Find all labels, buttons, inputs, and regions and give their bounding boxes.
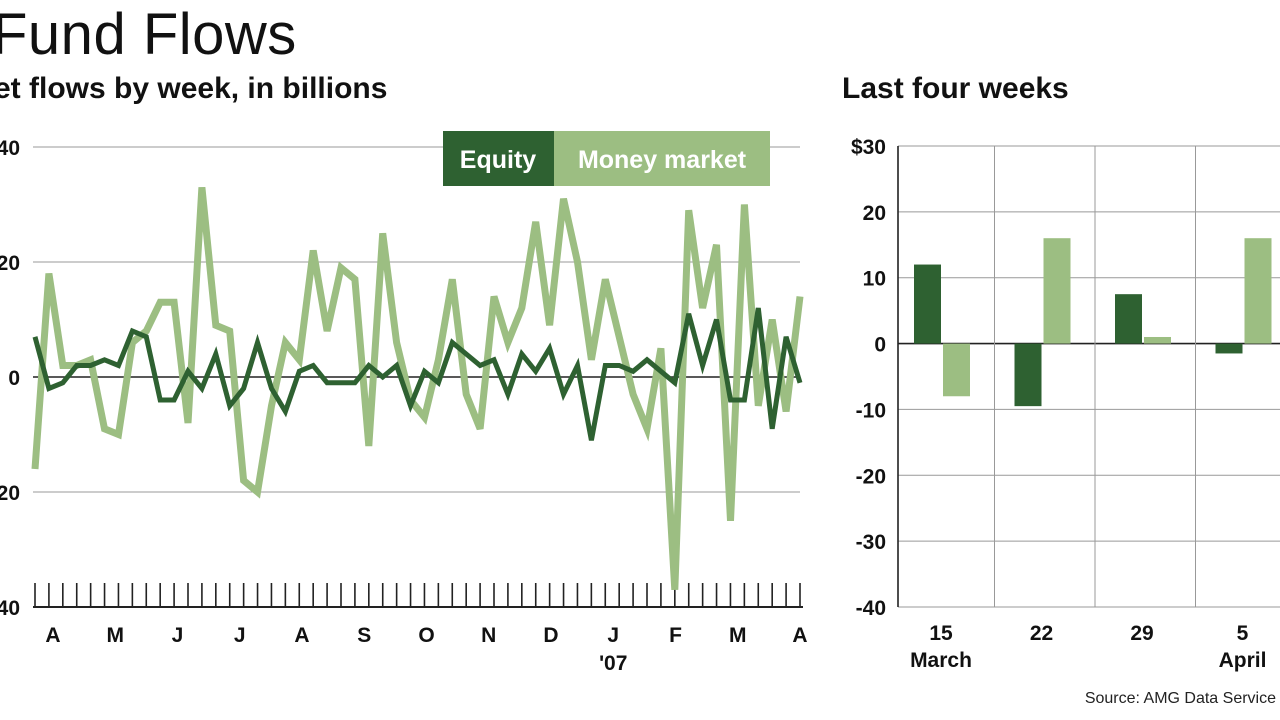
month-label: J: [172, 624, 184, 647]
month-label: A: [294, 624, 309, 647]
y-tick-label: $30: [851, 136, 886, 159]
month-label: A: [45, 624, 60, 647]
money-market-bar-22: [1043, 238, 1071, 344]
y-tick-label: -30: [856, 531, 886, 554]
month-label: S: [357, 624, 371, 647]
month-label: F: [669, 624, 682, 647]
y-tick-label: -40: [856, 597, 886, 620]
month-sublabel: March: [910, 649, 972, 672]
legend-equity-label: Equity: [460, 146, 536, 174]
money-market-series-line: [31, 186, 804, 591]
week-label: 5: [1237, 622, 1249, 645]
money-market-bar-15: [943, 343, 970, 397]
year-label: '07: [599, 652, 627, 675]
y-tick-label: 10: [863, 268, 886, 291]
source-note: Source: AMG Data Service: [1084, 690, 1276, 707]
month-label: J: [234, 624, 246, 647]
month-label: D: [543, 624, 558, 647]
week-label: 22: [1030, 622, 1053, 645]
y-tick-label: 20: [863, 202, 886, 225]
money-market-bar-29: [1144, 336, 1171, 344]
month-label: O: [418, 624, 434, 647]
y-tick-label: 20: [0, 482, 20, 505]
y-tick-label: -20: [856, 465, 886, 488]
weekly-flows-line-chart: 40 20 0 20 40 A M J J A S O N D J F M A '07 Equity Money mar…: [0, 131, 808, 675]
month-label: N: [481, 624, 496, 647]
week-label: 29: [1130, 622, 1153, 645]
y-tick-label: 0: [8, 367, 20, 390]
money-market-bar-5: [1244, 238, 1272, 344]
right-chart-title: Last four weeks: [842, 72, 1069, 105]
equity-bar-5: [1215, 343, 1243, 354]
legend-money-market-label: Money market: [578, 146, 747, 174]
equity-bar-15: [914, 264, 941, 344]
y-tick-label: 40: [0, 597, 20, 620]
equity-bar-29: [1115, 294, 1142, 344]
last-four-weeks-bar-chart: -40 -30 -20 -10 0 10 20 $30 15 March 22 29 5 April: [851, 136, 1280, 672]
equity-bar-22: [1014, 343, 1042, 407]
month-label: M: [107, 624, 125, 647]
y-tick-label: 40: [0, 137, 20, 160]
left-chart-subtitle: et flows by week, in billions: [0, 72, 388, 105]
month-label: J: [607, 624, 619, 647]
page-title: Fund Flows: [0, 2, 297, 67]
month-label: A: [792, 624, 807, 647]
month-sublabel: April: [1219, 649, 1267, 672]
month-label: M: [729, 624, 747, 647]
equity-series-line: [32, 307, 803, 441]
y-tick-label: -10: [856, 399, 886, 422]
y-tick-label: 20: [0, 252, 20, 275]
y-tick-label: 0: [874, 334, 886, 357]
legend-money-market-swatch: [554, 131, 770, 186]
legend-equity-swatch: [443, 131, 554, 186]
week-label: 15: [929, 622, 953, 645]
